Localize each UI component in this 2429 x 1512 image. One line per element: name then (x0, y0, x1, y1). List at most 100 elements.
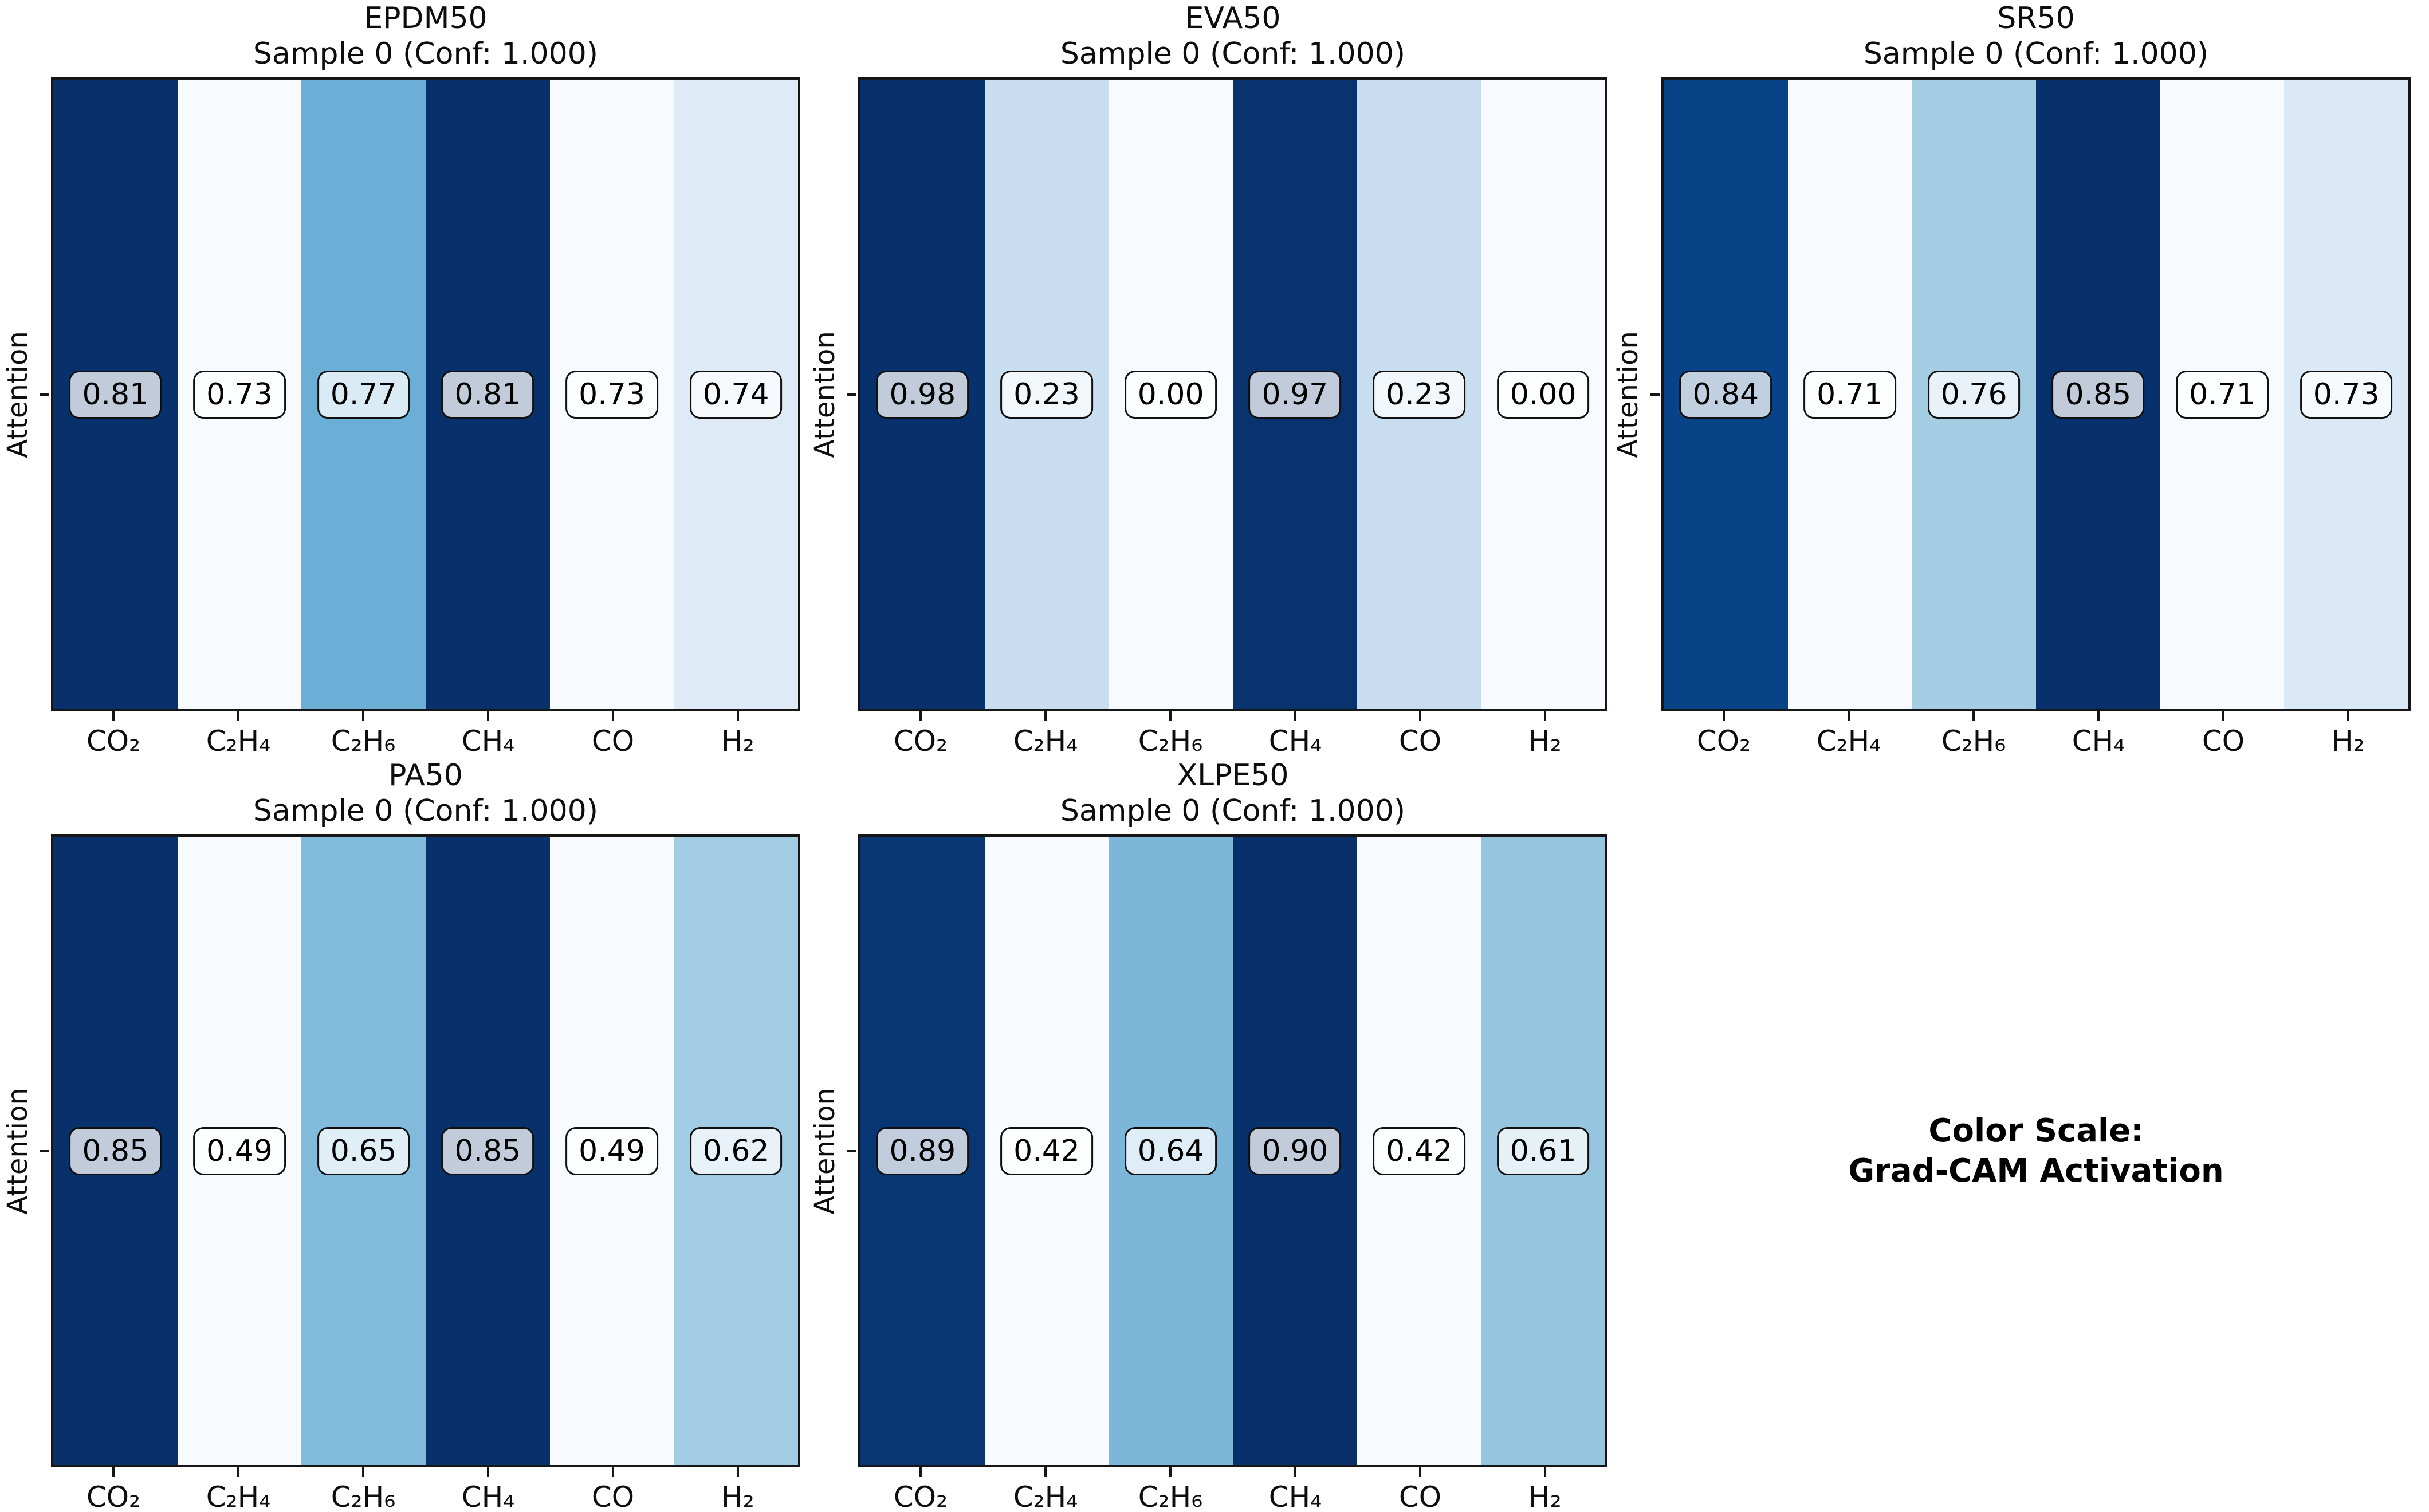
heatmap-row: 0.89 0.42 0.64 0.90 0.42 0.61 (858, 834, 1607, 1467)
x-tick (1723, 711, 1725, 721)
panel-subtitle: Sample 0 (Conf: 1.000) (1060, 37, 1406, 71)
heatmap-cell: 0.85 (2036, 80, 2160, 709)
x-tick (1544, 711, 1546, 721)
heatmap-panel-epdm50: EPDM50 Sample 0 (Conf: 1.000) 0.81 0.73 0.… (2, 1, 800, 757)
y-axis-label: Attention (809, 330, 841, 458)
attention-value-chip: 0.98 (876, 370, 969, 419)
heatmap-cell: 0.62 (674, 837, 799, 1465)
x-tick (1544, 1467, 1546, 1477)
attention-value-chip: 0.23 (1000, 370, 1093, 419)
attention-value-chip: 0.77 (317, 370, 410, 419)
x-axis-label: CO₂ (893, 724, 948, 758)
heatmap-cell: 0.81 (426, 80, 550, 709)
attention-value-chip: 0.73 (2300, 370, 2393, 419)
x-axis-label: H₂ (1528, 1480, 1562, 1512)
heatmap-row: 0.81 0.73 0.77 0.81 0.73 0.74 (51, 77, 800, 711)
heatmap-cell: 0.73 (2284, 80, 2409, 709)
x-axis-label: CH₄ (1268, 724, 1322, 758)
y-tick (40, 393, 49, 396)
x-axis-label: C₂H₆ (331, 724, 396, 758)
heatmap-cell: 0.49 (177, 837, 302, 1465)
attention-value-chip: 0.81 (69, 370, 162, 419)
attention-value-chip: 0.85 (69, 1127, 162, 1175)
x-tick (1044, 711, 1047, 721)
x-axis-label: C₂H₄ (1816, 724, 1881, 758)
y-tick (1650, 393, 1660, 396)
x-tick (362, 1467, 364, 1477)
heatmap-cell: 0.00 (1109, 80, 1233, 709)
heatmap-cell: 0.49 (549, 837, 674, 1465)
x-tick (2222, 711, 2224, 721)
heatmap-cell: 0.61 (1481, 837, 1606, 1465)
x-tick (737, 711, 739, 721)
x-tick (737, 1467, 739, 1477)
panel-title-block: EPDM50 Sample 0 (Conf: 1.000) (17, 1, 835, 72)
heatmap-cell: 0.23 (984, 80, 1109, 709)
x-axis-label: CO (1398, 724, 1442, 758)
x-axis-label: C₂H₆ (331, 1480, 396, 1512)
panel-subtitle: Sample 0 (Conf: 1.000) (1863, 37, 2209, 71)
attention-value-chip: 0.76 (1927, 370, 2021, 419)
panel-title: PA50 (388, 758, 463, 793)
x-tick (919, 711, 922, 721)
heatmap-cell: 0.42 (984, 837, 1109, 1465)
y-axis-label: Attention (1612, 330, 1644, 458)
x-tick (1169, 711, 1172, 721)
heatmap-cell: 0.74 (674, 80, 799, 709)
attention-value-chip: 0.84 (1679, 370, 1772, 419)
panel-title-block: PA50 Sample 0 (Conf: 1.000) (17, 758, 835, 829)
heatmap-panel-xlpe50: XLPE50 Sample 0 (Conf: 1.000) 0.89 0.42 0.… (809, 758, 1607, 1512)
x-tick (1294, 711, 1296, 721)
x-tick (487, 711, 489, 721)
heatmap-cell: 0.81 (53, 80, 178, 709)
panel-title-block: XLPE50 Sample 0 (Conf: 1.000) (824, 758, 1642, 829)
x-tick (1848, 711, 1850, 721)
attention-value-chip: 0.61 (1496, 1127, 1590, 1175)
x-axis-label: CO₂ (893, 1480, 948, 1512)
x-axis-label: C₂H₄ (1013, 1480, 1078, 1512)
attention-value-chip: 0.81 (441, 370, 534, 419)
attention-value-chip: 0.97 (1248, 370, 1342, 419)
x-axis-label: C₂H₆ (1941, 724, 2006, 758)
x-tick (112, 1467, 115, 1477)
attention-value-chip: 0.00 (1124, 370, 1217, 419)
panel-title: EPDM50 (364, 1, 488, 36)
heatmap-cell: 0.90 (1233, 837, 1357, 1465)
attention-value-chip: 0.49 (193, 1127, 286, 1175)
x-tick (2347, 711, 2349, 721)
heatmap-panel-sr50: SR50 Sample 0 (Conf: 1.000) 0.84 0.71 0.76… (1612, 1, 2411, 757)
heatmap-cell: 0.73 (177, 80, 302, 709)
x-axis-label: CO (591, 1480, 635, 1512)
heatmap-cell: 0.85 (53, 837, 178, 1465)
heatmap-row: 0.85 0.49 0.65 0.85 0.49 0.62 (51, 834, 800, 1467)
heatmap-cell: 0.23 (1357, 80, 1481, 709)
attention-value-chip: 0.85 (2051, 370, 2145, 419)
heatmap-cell: 0.73 (549, 80, 674, 709)
heatmap-row: 0.98 0.23 0.00 0.97 0.23 0.00 (858, 77, 1607, 711)
attention-value-chip: 0.71 (1803, 370, 1896, 419)
x-axis-label: CO₂ (86, 1480, 141, 1512)
panel-subtitle: Sample 0 (Conf: 1.000) (253, 794, 599, 828)
panel-title-block: EVA50 Sample 0 (Conf: 1.000) (824, 1, 1642, 72)
heatmap-cell: 0.85 (426, 837, 550, 1465)
x-tick (1294, 1467, 1296, 1477)
x-tick (1419, 711, 1421, 721)
attention-value-chip: 0.23 (1373, 370, 1465, 419)
x-axis-label: C₂H₄ (206, 1480, 271, 1512)
panel-title: SR50 (1997, 1, 2075, 36)
x-axis-label: CO₂ (1696, 724, 1751, 758)
panel-title: EVA50 (1185, 1, 1281, 36)
color-scale-note: Color Scale: Grad-CAM Activation (1661, 834, 2411, 1467)
x-tick (1419, 1467, 1421, 1477)
attention-value-chip: 0.64 (1124, 1127, 1217, 1175)
x-axis-label: CO₂ (86, 724, 141, 758)
color-scale-note-line1: Color Scale: (1928, 1112, 2144, 1149)
color-scale-note-line2: Grad-CAM Activation (1848, 1152, 2224, 1190)
y-tick (847, 1149, 856, 1152)
x-tick (919, 1467, 922, 1477)
heatmap-cell: 0.77 (301, 80, 426, 709)
attention-value-chip: 0.73 (193, 370, 286, 419)
heatmap-cell: 0.84 (1664, 80, 1788, 709)
attention-value-chip: 0.71 (2176, 370, 2269, 419)
x-tick (487, 1467, 489, 1477)
